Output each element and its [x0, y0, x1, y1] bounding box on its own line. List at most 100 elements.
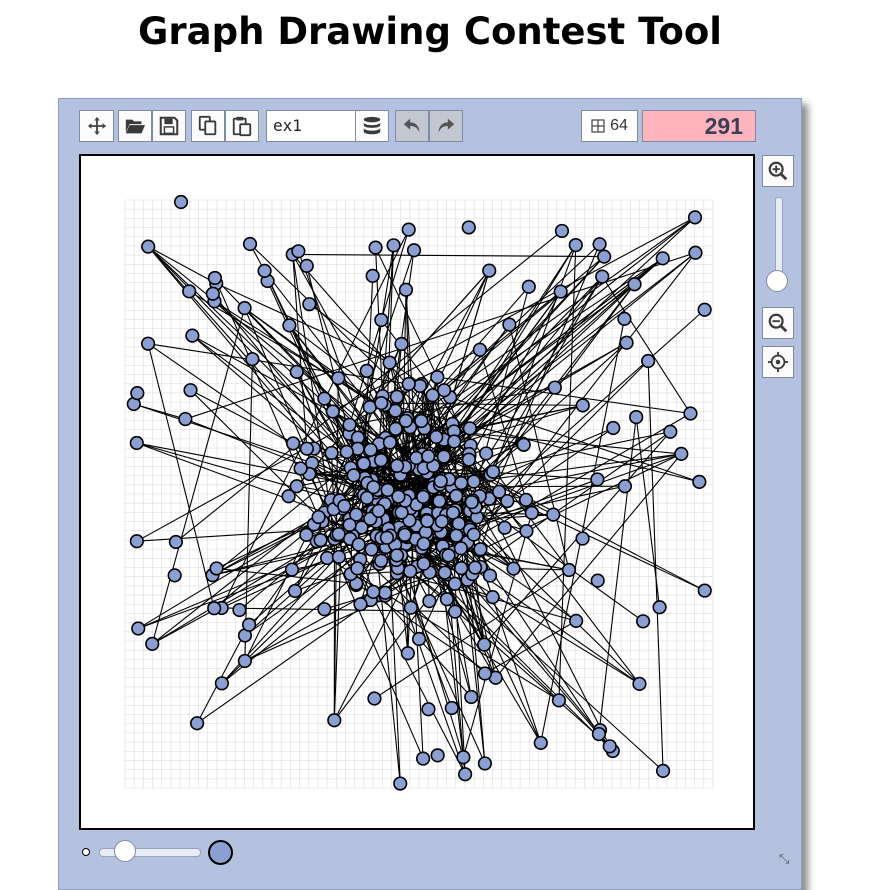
graph-node[interactable] [402, 647, 415, 660]
graph-node[interactable] [366, 270, 379, 283]
graph-node[interactable] [184, 384, 197, 397]
graph-node[interactable] [292, 245, 305, 258]
graph-node[interactable] [554, 285, 567, 298]
graph-node[interactable] [404, 565, 417, 578]
graph-node[interactable] [131, 535, 144, 548]
graph-node[interactable] [693, 476, 706, 489]
graph-node[interactable] [321, 552, 334, 565]
graph-node[interactable] [664, 425, 677, 438]
graph-node[interactable] [465, 496, 478, 509]
zoom-out-button[interactable] [762, 307, 794, 339]
graph-node[interactable] [338, 500, 351, 513]
graph-node[interactable] [653, 601, 666, 614]
graph-node[interactable] [487, 465, 500, 478]
graph-node[interactable] [689, 211, 702, 224]
graph-node[interactable] [168, 569, 181, 582]
graph-node[interactable] [422, 450, 435, 463]
graph-node[interactable] [591, 574, 604, 587]
graph-node[interactable] [383, 356, 396, 369]
graph-node[interactable] [593, 728, 606, 741]
graph-node[interactable] [208, 602, 221, 615]
graph-node[interactable] [239, 655, 252, 668]
graph-node[interactable] [289, 585, 302, 598]
graph-node[interactable] [417, 557, 430, 570]
graph-node[interactable] [340, 446, 353, 459]
graph-node[interactable] [484, 569, 497, 582]
graph-node[interactable] [146, 638, 159, 651]
zoom-slider-handle[interactable] [766, 270, 788, 292]
graph-node[interactable] [375, 314, 388, 327]
graph-node[interactable] [142, 337, 155, 350]
zoom-in-button[interactable] [762, 155, 794, 187]
graph-node[interactable] [570, 615, 583, 628]
graph-node[interactable] [347, 469, 360, 482]
graph-node[interactable] [294, 462, 307, 475]
graph-node[interactable] [361, 492, 374, 505]
graph-node[interactable] [689, 246, 702, 259]
graph-node[interactable] [360, 365, 373, 378]
graph-node[interactable] [395, 506, 408, 519]
graph-node[interactable] [450, 490, 463, 503]
graph-node[interactable] [439, 566, 452, 579]
center-view-button[interactable] [762, 346, 794, 378]
graph-node[interactable] [438, 450, 451, 463]
graph-node[interactable] [517, 438, 530, 451]
graph-node[interactable] [332, 528, 345, 541]
graph-node[interactable] [430, 431, 443, 444]
graph-node[interactable] [379, 586, 392, 599]
graph-node[interactable] [391, 460, 404, 473]
graph-node[interactable] [576, 532, 589, 545]
graph-node[interactable] [186, 329, 199, 342]
graph-node[interactable] [381, 531, 394, 544]
graph-node[interactable] [549, 381, 562, 394]
graph-node[interactable] [327, 405, 340, 418]
graph-node[interactable] [642, 355, 655, 368]
graph-node[interactable] [698, 303, 711, 316]
graph-node[interactable] [618, 313, 631, 326]
graph-node[interactable] [433, 495, 446, 508]
filename-input[interactable]: ex1 [266, 110, 356, 142]
graph-node[interactable] [607, 422, 620, 435]
graph-node[interactable] [465, 691, 478, 704]
graph-node[interactable] [463, 453, 476, 466]
graph-node[interactable] [449, 578, 462, 591]
graph-node[interactable] [395, 338, 408, 351]
graph-node[interactable] [132, 622, 145, 635]
graph-node[interactable] [364, 444, 377, 457]
graph-node[interactable] [375, 397, 388, 410]
graph-node[interactable] [179, 413, 192, 426]
graph-node[interactable] [520, 525, 533, 538]
graph-node[interactable] [448, 435, 461, 448]
graph-node[interactable] [372, 505, 385, 518]
graph-node[interactable] [243, 618, 256, 631]
graph-node[interactable] [486, 591, 499, 604]
graph-node[interactable] [480, 447, 493, 460]
resize-grip-icon[interactable]: ⤡ [779, 851, 789, 867]
graph-node[interactable] [684, 407, 697, 420]
graph-node[interactable] [209, 272, 222, 285]
graph-node[interactable] [170, 536, 183, 549]
graph-node[interactable] [698, 584, 711, 597]
graph-node[interactable] [191, 717, 204, 730]
graph-node[interactable] [474, 543, 487, 556]
redo-button[interactable] [429, 110, 463, 142]
graph-node[interactable] [399, 415, 412, 428]
graph-canvas[interactable] [79, 154, 755, 830]
graph-node[interactable] [343, 418, 356, 431]
graph-node[interactable] [438, 384, 451, 397]
graph-drawing[interactable] [81, 156, 753, 828]
graph-node[interactable] [462, 221, 475, 234]
graph-node[interactable] [207, 287, 220, 300]
graph-node[interactable] [452, 517, 465, 530]
graph-node[interactable] [431, 371, 444, 384]
graph-node[interactable] [410, 452, 423, 465]
graph-node[interactable] [450, 529, 463, 542]
graph-node[interactable] [332, 372, 345, 385]
graph-node[interactable] [287, 437, 300, 450]
graph-node[interactable] [387, 239, 400, 252]
graph-node[interactable] [375, 454, 388, 467]
graph-node[interactable] [391, 549, 404, 562]
graph-node[interactable] [392, 490, 405, 503]
graph-node[interactable] [318, 392, 331, 405]
graph-node[interactable] [423, 595, 436, 608]
